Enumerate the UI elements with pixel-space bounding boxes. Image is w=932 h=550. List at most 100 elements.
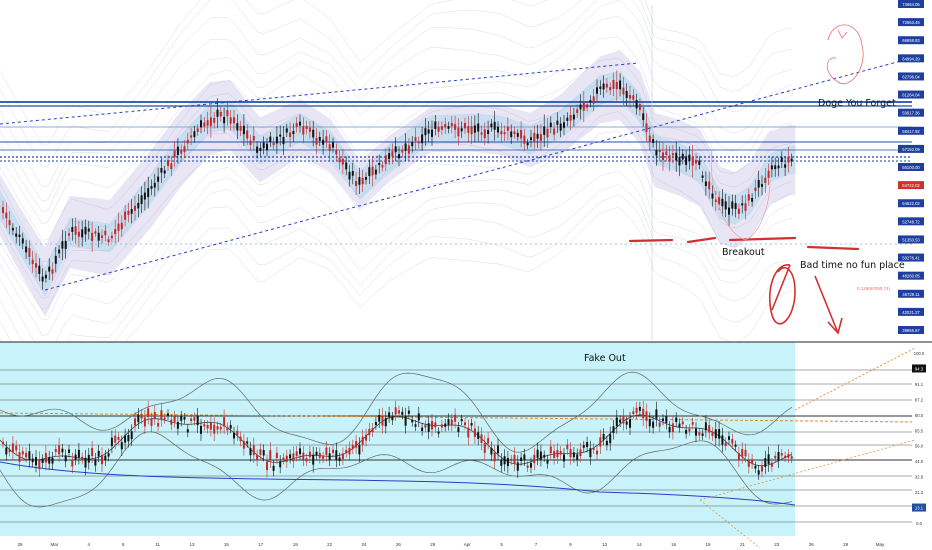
price-candle-body [559,123,562,131]
osc-candle-body [54,449,57,452]
price-candle-body [737,208,740,214]
price-candle-body [655,150,658,156]
price-candle-body [734,203,737,210]
price-candle-body [365,177,367,180]
oscillator-axis-label-text: 65.5 [915,428,924,433]
price-axis-label-bg [898,126,924,135]
price-candle-body [731,201,734,209]
price-candle-body [15,233,18,237]
osc-candle-body [500,459,503,466]
oscillator-axis-label-text: 32.8 [915,475,924,480]
annotation-fake-out: Fake Out [584,353,626,364]
osc-candle-body [388,412,391,418]
x-axis-tick-label: 28 [843,542,849,547]
oscillator-axis-label-text: 0.0 [916,521,922,526]
oscillator-axis-label: 56.0 [915,444,924,449]
price-axis-label-bg [898,271,924,280]
price-candle-body [751,197,754,202]
oscillator-axis-label: 65.5 [915,428,924,433]
price-candle-body [787,156,790,163]
price-axis-label: 57192.09 [898,144,924,153]
price-candle-body [761,184,763,187]
osc-candle-body [444,423,447,427]
osc-candle-body [467,427,470,438]
price-candle-body [741,203,744,206]
price-candle-body [160,168,163,173]
osc-candle-body [741,449,744,457]
osc-candle-body [464,422,466,426]
price-axis-label-bg [898,54,924,63]
price-axis-label-bg [898,307,924,316]
price-axis-label: 62796.04 [898,72,924,81]
osc-candle-body [530,462,532,468]
x-axis-tick-label: 4 [88,542,91,547]
osc-candle-body [31,458,34,463]
price-candle-body [681,153,684,160]
price-candle-body [262,142,265,149]
osc-candle-body [275,452,278,459]
price-candle-body [516,132,519,137]
price-axis-label-text: 61264.04 [902,93,920,98]
osc-candle-body [569,449,572,458]
price-axis-label-text: 74664.05 [902,2,920,7]
price-candle-body [358,177,361,185]
oscillator-band-upper [0,371,793,453]
price-candle-body [701,175,704,178]
osc-candle-body [18,452,21,462]
price-axis-label-text: 54722.02 [902,183,920,188]
osc-candle-body [652,421,655,428]
price-candle-body [391,151,394,157]
osc-candle-body [539,451,542,460]
osc-candle-body [658,422,661,427]
oscillator-axis-label-text: 100.0 [914,351,925,356]
price-axis-label: 52748.72 [898,217,924,226]
osc-candle-body [318,452,321,458]
osc-candle-body [68,449,70,453]
osc-candle-body [101,454,103,465]
osc-candle-body [114,435,117,443]
price-candle-body [308,127,311,132]
osc-candle-body [701,433,704,436]
osc-candle-body [737,453,740,461]
price-candle-body [5,212,8,219]
osc-candle-body [421,427,424,431]
price-candle-body [440,126,443,130]
price-candle-body [770,165,773,170]
osc-candle-body [718,429,721,439]
osc-candle-body [348,447,351,455]
price-axis-label: 64994.29 [898,54,924,63]
price-candle-body [91,232,94,241]
osc-candle-body [97,450,100,457]
price-axis-label-text: 52748.72 [902,219,920,224]
price-axis-label-bg [898,235,924,244]
osc-candle-body [615,417,618,427]
osc-candle-body [787,454,790,458]
osc-candle-body [38,459,41,470]
osc-candle-body [546,459,549,464]
price-candle-body [784,164,787,168]
osc-candle-body [685,429,688,434]
osc-candle-body [724,442,727,446]
price-candle-body [236,123,239,131]
osc-candle-body [262,450,265,456]
osc-candle-body [625,421,628,425]
price-candle-body [652,139,655,143]
osc-candle-body [586,442,589,448]
price-candle-body [572,114,575,120]
price-axis-label-bg [898,289,924,298]
price-candle-body [477,123,480,132]
price-candle-body [767,170,770,178]
price-candle-body [526,142,529,146]
osc-candle-body [520,457,523,461]
osc-candle-body [282,457,285,460]
price-candle-body [328,144,331,152]
price-candle-body [424,128,427,136]
oscillator-axis-label-text: 87.2 [915,397,924,402]
osc-candle-body [711,432,714,437]
oscillator-axis-label-text: 13.1 [915,506,924,511]
osc-candle-body [206,425,209,429]
price-candle-body [497,126,499,133]
osc-candle-body [308,451,311,458]
osc-candle-body [411,420,414,423]
oscillator-axis-label-text: 91.1 [915,382,924,387]
